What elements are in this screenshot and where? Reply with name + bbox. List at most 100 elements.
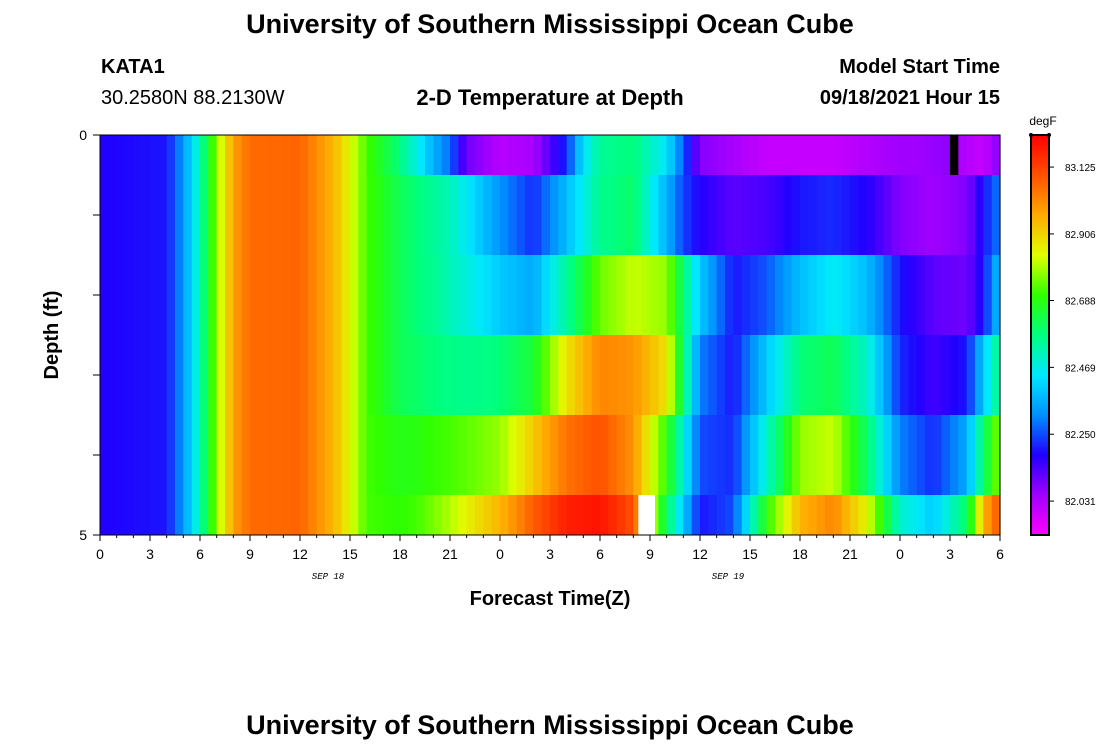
heatmap-cell (800, 335, 809, 415)
heatmap-cell (858, 415, 868, 495)
heatmap-cell (750, 415, 759, 495)
heatmap-cell (683, 135, 693, 175)
heatmap-cell (600, 495, 609, 535)
heatmap-cell (683, 415, 693, 495)
heatmap-cell (466, 495, 476, 535)
heatmap-cell (816, 135, 826, 175)
missing-data-cell (950, 135, 959, 175)
heatmap-cell (941, 495, 951, 535)
heatmap-cell (391, 335, 401, 415)
heatmap-cell (283, 335, 293, 415)
heatmap-cell (266, 335, 276, 415)
heatmap-cell (291, 255, 301, 335)
heatmap-cell (933, 415, 943, 495)
heatmap-cell (458, 495, 468, 535)
heatmap-cell (133, 415, 143, 495)
heatmap-cell (558, 335, 568, 415)
heatmap-cell (383, 495, 393, 535)
heatmap-cell (383, 335, 393, 415)
heatmap-cell (883, 415, 893, 495)
heatmap-cell (375, 135, 384, 175)
heatmap-cell (275, 495, 284, 535)
heatmap-cell (675, 415, 684, 495)
heatmap-cell (708, 135, 718, 175)
heatmap-cell (391, 415, 401, 495)
heatmap-cell (433, 175, 443, 255)
heatmap-cell (608, 495, 618, 535)
heatmap-cell (291, 415, 301, 495)
heatmap-cell (275, 255, 284, 335)
colorbar-tick-label: 82.250 (1065, 430, 1096, 441)
heatmap-cell (300, 495, 309, 535)
x-tick-label: 15 (342, 546, 358, 562)
heatmap-cell (175, 255, 184, 335)
heatmap-cell (600, 335, 609, 415)
heatmap-cell (200, 495, 209, 535)
heatmap-cell (783, 335, 793, 415)
heatmap-cell (733, 495, 743, 535)
heatmap-cell (958, 415, 968, 495)
heatmap-cell (891, 175, 901, 255)
heatmap-cell (816, 495, 826, 535)
heatmap-cell (316, 335, 326, 415)
heatmap-cell (783, 135, 793, 175)
heatmap-cell (208, 255, 218, 335)
heatmap-cell (191, 135, 201, 175)
heatmap-cell (933, 495, 943, 535)
heatmap-cell (558, 175, 568, 255)
heatmap-cell (816, 415, 826, 495)
heatmap-cell (266, 135, 276, 175)
heatmap-cell (508, 335, 518, 415)
heatmap-cell (533, 335, 543, 415)
heatmap-cell (641, 335, 651, 415)
heatmap-cell (691, 335, 701, 415)
heatmap-cell (966, 135, 976, 175)
heatmap-cell (216, 415, 226, 495)
heatmap-cell (233, 495, 243, 535)
heatmap-cell (758, 135, 768, 175)
heatmap-cell (458, 335, 468, 415)
heatmap-cell (450, 335, 459, 415)
heatmap-cell (900, 415, 909, 495)
heatmap-cell (175, 495, 184, 535)
heatmap-cell (333, 335, 343, 415)
heatmap-cell (225, 135, 234, 175)
heatmap-cell (341, 135, 351, 175)
heatmap-cell (775, 175, 784, 255)
heatmap-cell (500, 335, 509, 415)
heatmap-cell (516, 135, 526, 175)
x-tick-label: 0 (496, 546, 504, 562)
heatmap-cell (616, 415, 626, 495)
heatmap-cell (808, 495, 818, 535)
heatmap-cell (125, 415, 134, 495)
heatmap-cell (700, 495, 709, 535)
heatmap-cell (800, 175, 809, 255)
heatmap-cell (691, 495, 701, 535)
heatmap-cell (583, 175, 593, 255)
heatmap-cell (825, 415, 834, 495)
heatmap-cell (183, 335, 193, 415)
heatmap-cell (650, 135, 659, 175)
heatmap-cell (925, 135, 934, 175)
heatmap-cell (383, 175, 393, 255)
heatmap-cell (733, 135, 743, 175)
heatmap-cell (633, 175, 643, 255)
heatmap-cell (850, 255, 859, 335)
heatmap-cell (100, 495, 109, 535)
heatmap-cell (425, 335, 434, 415)
heatmap-cell (258, 415, 268, 495)
heatmap-cell (216, 175, 226, 255)
heatmap-cell (966, 495, 976, 535)
heatmap-cell (591, 335, 601, 415)
heatmap-cell (766, 135, 776, 175)
heatmap-cell (991, 135, 1001, 175)
heatmap-cell (100, 335, 109, 415)
heatmap-cell (500, 255, 509, 335)
heatmap-cell (158, 175, 168, 255)
heatmap-cell (791, 135, 801, 175)
heatmap-cell (616, 335, 626, 415)
heatmap-cell (708, 175, 718, 255)
heatmap-cell (900, 255, 909, 335)
heatmap-cell (708, 335, 718, 415)
